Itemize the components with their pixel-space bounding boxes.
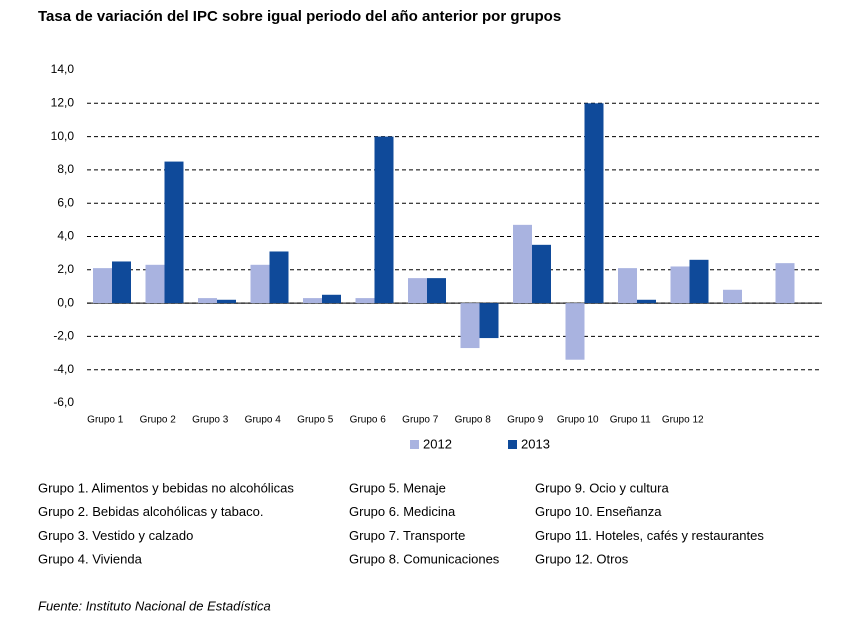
note: Grupo 11. Hoteles, cafés y restaurantes bbox=[535, 528, 764, 543]
x-tick-label: Grupo 6 bbox=[350, 415, 387, 426]
x-tick-label: Grupo 2 bbox=[140, 415, 177, 426]
bar bbox=[145, 264, 165, 304]
note: Grupo 8. Comunicaciones bbox=[349, 552, 500, 567]
y-tick-label: -4,0 bbox=[53, 362, 74, 376]
x-tick-label: Grupo 11 bbox=[610, 415, 651, 426]
bar bbox=[427, 278, 446, 304]
y-tick-label: -6,0 bbox=[53, 395, 74, 409]
bar bbox=[198, 298, 217, 304]
note: Grupo 10. Enseñanza bbox=[535, 504, 662, 519]
y-tick-label: 12,0 bbox=[51, 95, 75, 109]
bar bbox=[322, 294, 341, 304]
legend-label: 2013 bbox=[521, 436, 550, 451]
x-tick-label: Grupo 12 bbox=[662, 415, 704, 426]
bar bbox=[250, 264, 270, 304]
y-tick-label: 6,0 bbox=[57, 195, 74, 209]
x-tick-label: Grupo 9 bbox=[507, 415, 544, 426]
y-tick-label: 2,0 bbox=[57, 262, 74, 276]
bar bbox=[670, 266, 690, 304]
y-tick-label: 0,0 bbox=[57, 295, 74, 309]
bar bbox=[723, 289, 742, 304]
bar bbox=[374, 136, 394, 304]
x-tick-label: Grupo 5 bbox=[297, 415, 334, 426]
chart-title: Tasa de variación del IPC sobre igual pe… bbox=[38, 8, 561, 25]
bar bbox=[689, 259, 709, 304]
bar bbox=[565, 303, 585, 360]
bar bbox=[637, 299, 656, 304]
x-tick-label: Grupo 4 bbox=[245, 415, 282, 426]
bar bbox=[460, 303, 480, 349]
note: Grupo 7. Transporte bbox=[349, 528, 465, 543]
x-tick-label: Grupo 7 bbox=[402, 415, 439, 426]
source: Fuente: Instituto Nacional de Estadístic… bbox=[38, 598, 271, 613]
bar bbox=[618, 268, 637, 304]
legend-swatch bbox=[508, 440, 517, 449]
y-tick-label: 4,0 bbox=[57, 229, 74, 243]
bar bbox=[479, 303, 499, 339]
bar bbox=[112, 261, 131, 304]
y-tick-label: -2,0 bbox=[53, 329, 74, 343]
y-tick-label: 8,0 bbox=[57, 162, 74, 176]
bar bbox=[93, 268, 112, 304]
note: Grupo 9. Ocio y cultura bbox=[535, 480, 669, 495]
x-tick-label: Grupo 10 bbox=[557, 415, 599, 426]
bar bbox=[269, 251, 289, 304]
note: Grupo 5. Menaje bbox=[349, 480, 446, 495]
bar bbox=[164, 161, 184, 304]
note: Grupo 12. Otros bbox=[535, 552, 629, 567]
note: Grupo 4. Vivienda bbox=[38, 552, 143, 567]
bar bbox=[584, 103, 604, 304]
legend-label: 2012 bbox=[423, 436, 452, 451]
bar bbox=[513, 224, 532, 304]
bar bbox=[217, 299, 236, 304]
y-tick-label: 14,0 bbox=[51, 62, 75, 76]
x-tick-label: Grupo 8 bbox=[455, 415, 492, 426]
y-tick-label: 10,0 bbox=[51, 129, 75, 143]
note: Grupo 3. Vestido y calzado bbox=[38, 528, 193, 543]
note: Grupo 2. Bebidas alcohólicas y tabaco. bbox=[38, 504, 263, 519]
note: Grupo 6. Medicina bbox=[349, 504, 456, 519]
bar bbox=[408, 278, 427, 304]
x-tick-label: Grupo 1 bbox=[87, 415, 124, 426]
x-tick-label: Grupo 3 bbox=[192, 415, 229, 426]
bar bbox=[775, 263, 795, 304]
bar bbox=[532, 244, 551, 304]
note: Grupo 1. Alimentos y bebidas no alcohóli… bbox=[38, 480, 294, 495]
bar bbox=[303, 298, 322, 304]
bar bbox=[355, 298, 375, 304]
legend-swatch bbox=[410, 440, 419, 449]
